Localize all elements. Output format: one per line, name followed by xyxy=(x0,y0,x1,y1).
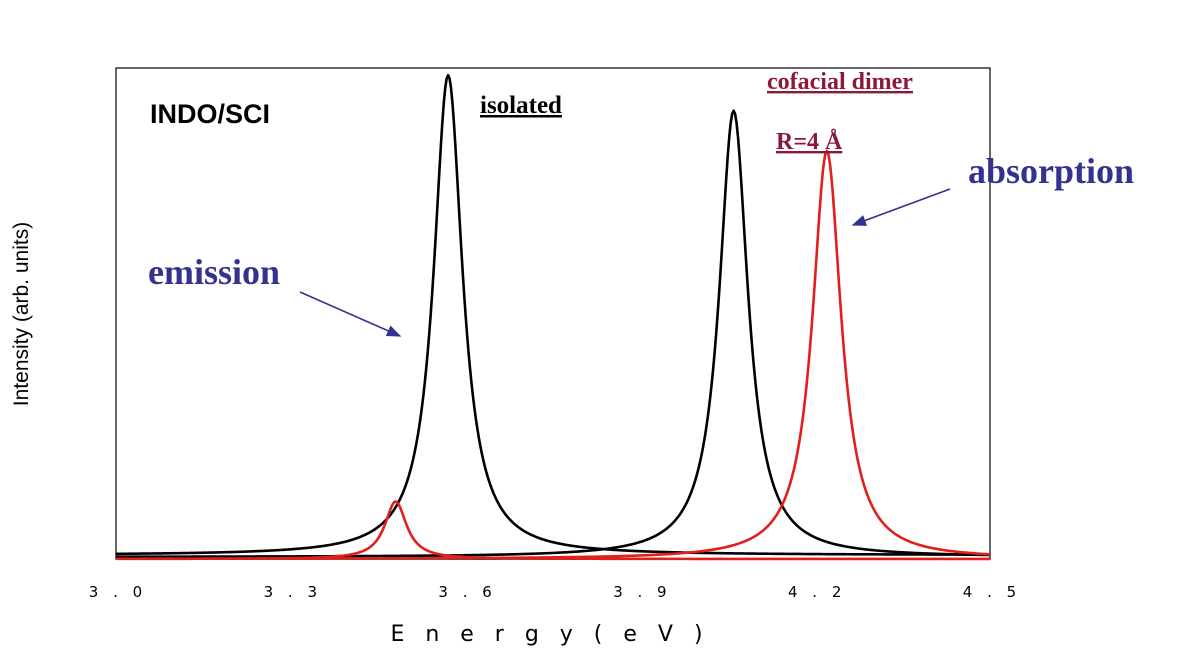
isolated-label: isolated xyxy=(480,92,562,119)
absorption-label: absorption xyxy=(968,151,1134,191)
x-axis-label: E n e r g y ( e V ) xyxy=(390,622,709,647)
x-tick-label: 3 . 9 xyxy=(613,583,671,601)
x-tick-label: 3 . 0 xyxy=(89,583,147,601)
x-tick-labels: 3 . 0 3 . 3 3 . 6 3 . 9 4 . 2 4 . 5 xyxy=(89,583,1021,601)
dimer-label-line1: cofacial dimer xyxy=(767,69,913,95)
y-axis-label: Intensity (arb. units) xyxy=(10,222,33,406)
series-line-1 xyxy=(116,109,991,559)
x-tick-label: 3 . 6 xyxy=(438,583,496,601)
dimer-label-line2: R=4 Å xyxy=(776,129,843,155)
series-line-3 xyxy=(116,149,991,561)
series-layer xyxy=(115,73,991,561)
absorption-arrow xyxy=(851,188,951,226)
x-tick-label: 3 . 3 xyxy=(264,583,322,601)
plot-frame xyxy=(115,67,991,560)
x-tick-label: 4 . 5 xyxy=(963,583,1021,601)
emission-label: emission xyxy=(148,252,280,292)
method-label: INDO/SCI xyxy=(150,99,270,129)
series-line-0 xyxy=(115,73,990,556)
emission-arrow xyxy=(299,291,402,337)
x-tick-label: 4 . 2 xyxy=(788,583,846,601)
